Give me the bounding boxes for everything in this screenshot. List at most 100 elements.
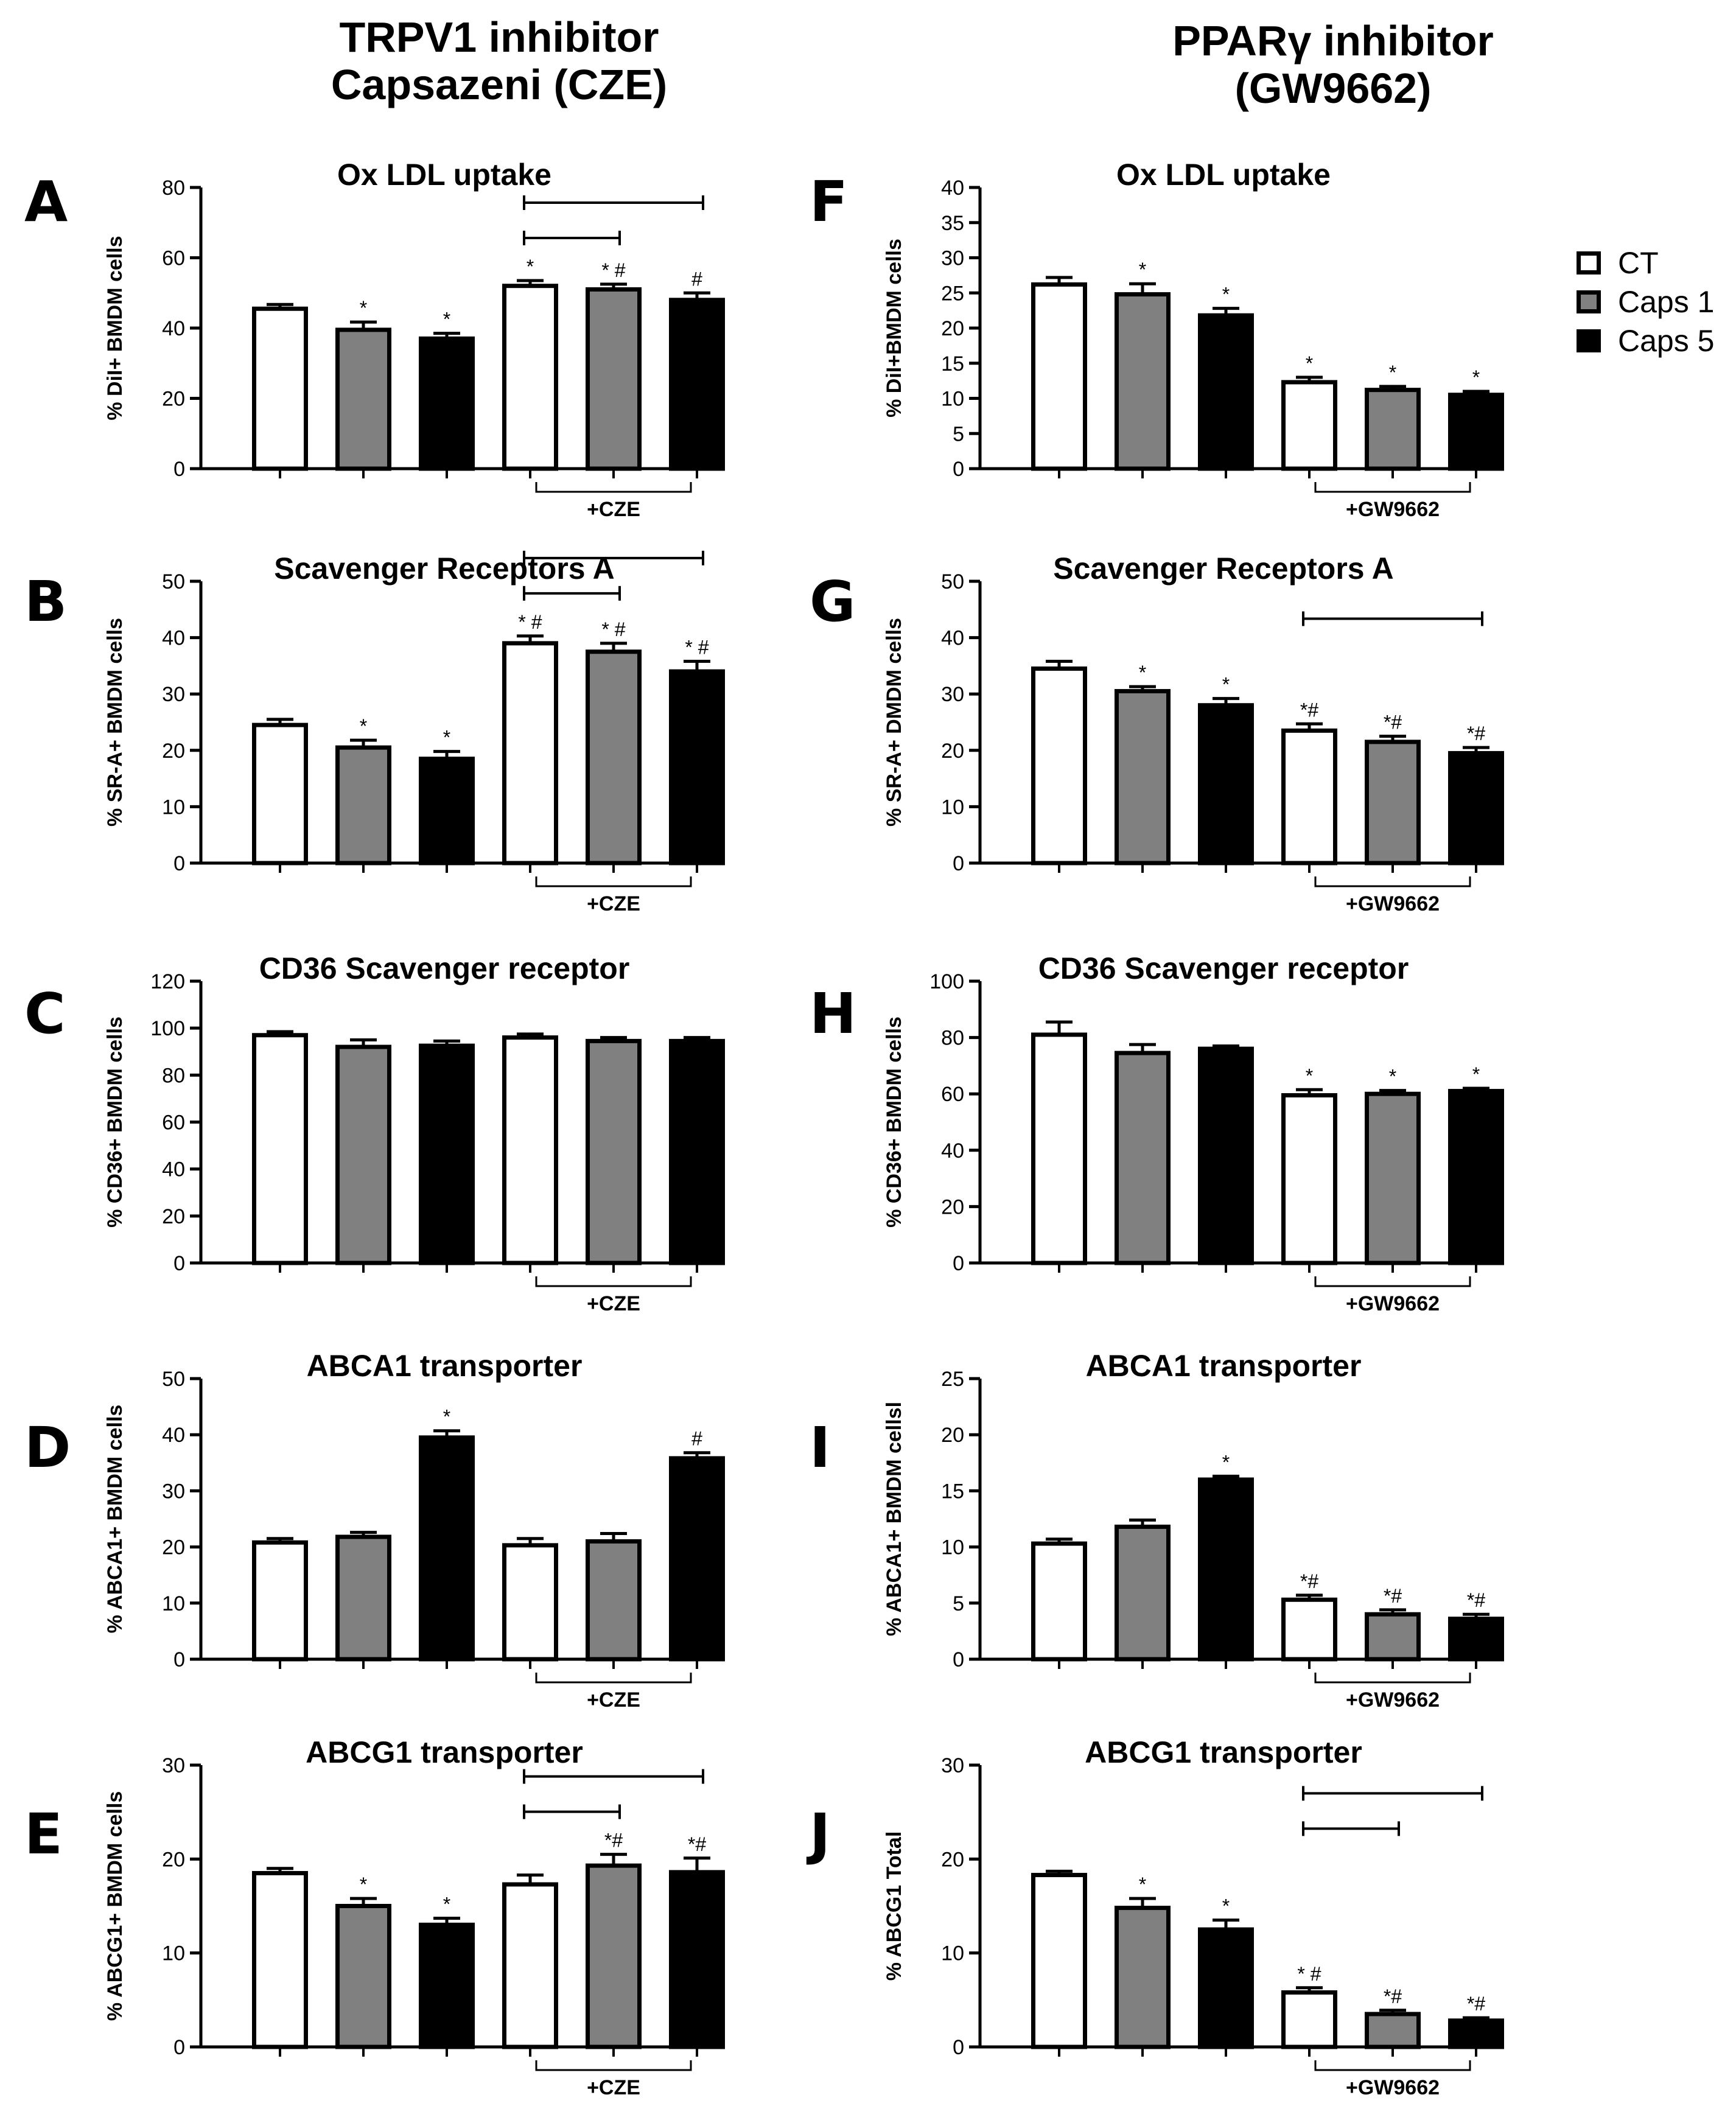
panel-i-treatment-bracket <box>1314 1673 1471 1684</box>
panel-e-y-tick-label: 20 <box>162 1848 185 1871</box>
panel-e-bar-6 <box>669 1870 725 2049</box>
panel-b-y-tick-label: 20 <box>162 740 185 763</box>
panel-d-y-tick-label: 0 <box>173 1648 185 1671</box>
panel-g-significance-2: * <box>1139 662 1146 684</box>
panel-h-significance-5: * <box>1389 1066 1396 1088</box>
panel-i-bar-5 <box>1365 1612 1421 1662</box>
panel-b-bar-2 <box>335 745 391 866</box>
panel-j-y-tick-label: 10 <box>941 1942 964 1965</box>
panel-b-y-tick-label: 10 <box>162 796 185 819</box>
panel-j-significance-6: *# <box>1467 1993 1485 2015</box>
panel-f-letter: F <box>810 169 848 234</box>
panel-a-significance-2: * <box>360 297 367 319</box>
panel-i-y-tick-label: 20 <box>941 1424 964 1447</box>
panel-a-significance-5: * # <box>601 259 625 281</box>
panel-h-bar-2 <box>1115 1051 1171 1265</box>
panel-d-title: ABCA1 transporter <box>307 1349 583 1383</box>
panel-f-bar-4 <box>1281 380 1337 471</box>
panel-h-treatment-bracket <box>1314 1276 1471 1287</box>
panel-g-y-tick-label: 30 <box>941 683 964 706</box>
panel-e-treatment-bracket <box>535 2060 692 2071</box>
panel-i-bar-6 <box>1448 1617 1504 1662</box>
panel-g-significance-3: * <box>1222 674 1230 696</box>
panel-h-bar-4 <box>1281 1093 1337 1265</box>
panel-a-significance-3: * <box>443 309 450 331</box>
panel-e-title: ABCG1 transporter <box>306 1735 583 1769</box>
panel-a-y-tick-label: 80 <box>162 177 185 200</box>
legend-swatch-caps1 <box>1577 290 1601 313</box>
panel-d-treatment-bracket <box>535 1673 692 1684</box>
panel-g-y-axis-label: % SR-A+ DMDM cells <box>883 618 906 827</box>
panel-h-letter: H <box>810 981 856 1046</box>
panel-d-y-tick-label: 20 <box>162 1536 185 1559</box>
panel-a-bar-6 <box>669 298 725 471</box>
panel-h-y-tick-label: 0 <box>953 1252 964 1275</box>
panel-f-title: Ox LDL uptake <box>1116 158 1331 192</box>
panel-h-y-tick-label: 100 <box>929 970 964 993</box>
panel-a-bar-3 <box>419 336 475 471</box>
panel-f-bar-5 <box>1365 388 1421 471</box>
legend-item-caps5: Caps 5 <box>1577 321 1714 360</box>
panel-d-bar-5 <box>586 1539 642 1662</box>
panel-e-bar-5 <box>586 1863 642 2049</box>
panel-e-y-axis-label: % ABCG1+ BMDM cells <box>103 1791 127 2021</box>
panel-d-y-tick-label: 40 <box>162 1424 185 1447</box>
panel-i-title: ABCA1 transporter <box>1086 1349 1362 1383</box>
panel-b-bar-5 <box>586 649 642 866</box>
panel-a-y-tick-label: 60 <box>162 247 185 270</box>
panel-d-y-tick-label: 10 <box>162 1592 185 1615</box>
panel-f-y-tick-label: 35 <box>941 212 964 235</box>
panel-f-y-tick-label: 10 <box>941 388 964 411</box>
panel-i-bar-1 <box>1031 1541 1087 1662</box>
panel-h-title: CD36 Scavenger receptor <box>1038 951 1409 985</box>
panel-f-y-axis-label: % DiI+BMDM cells <box>883 239 906 418</box>
panel-a-y-tick-label: 40 <box>162 317 185 340</box>
panel-c-y-tick-label: 80 <box>162 1064 185 1087</box>
panel-h-bar-3 <box>1198 1046 1254 1265</box>
panel-d-bar-1 <box>252 1540 308 1662</box>
panel-g-treatment-label: +GW9662 <box>1346 892 1440 915</box>
panel-c-y-tick-label: 20 <box>162 1205 185 1228</box>
panel-g-significance-4: *# <box>1300 699 1318 721</box>
panel-g-y-tick-label: 50 <box>941 570 964 593</box>
panel-i-bar-3 <box>1198 1477 1254 1662</box>
panel-c-bar-3 <box>419 1043 475 1265</box>
panel-f-bar-6 <box>1448 393 1504 471</box>
panel-b-bar-4 <box>502 641 558 866</box>
panel-i-significance-4: *# <box>1300 1570 1318 1592</box>
left-column-title: TRPV1 inhibitor Capsazeni (CZE) <box>331 13 668 109</box>
panel-j-y-tick-label: 0 <box>953 2036 964 2059</box>
panel-a-y-tick-label: 20 <box>162 388 185 411</box>
panel-b-treatment-bracket <box>535 876 692 887</box>
panel-i-y-tick-label: 0 <box>953 1648 964 1671</box>
panel-a-treatment-bracket <box>535 482 692 493</box>
panel-f-y-tick-label: 25 <box>941 282 964 305</box>
legend-label-ct: CT <box>1618 246 1659 280</box>
panel-i-bar-2 <box>1115 1524 1171 1662</box>
panel-e-y-tick-label: 10 <box>162 1942 185 1965</box>
panel-g-y-tick-label: 0 <box>953 852 964 875</box>
legend: CT Caps 1 Caps 5 <box>1577 243 1714 360</box>
panel-f-treatment-label: +GW9662 <box>1346 498 1440 521</box>
panel-g-treatment-bracket <box>1314 876 1471 887</box>
panel-d-treatment-label: +CZE <box>587 1688 640 1712</box>
panel-j-significance-4: * # <box>1297 1963 1321 1985</box>
panel-f-y-tick-label: 0 <box>953 458 964 481</box>
panel-c-y-tick-label: 60 <box>162 1111 185 1135</box>
panel-a-title: Ox LDL uptake <box>337 158 551 192</box>
panel-b-y-tick-label: 40 <box>162 627 185 650</box>
panel-f-significance-2: * <box>1139 259 1146 281</box>
panel-c-title: CD36 Scavenger receptor <box>259 951 630 985</box>
panel-h-treatment-label: +GW9662 <box>1346 1292 1440 1315</box>
panel-h-y-tick-label: 80 <box>941 1027 964 1050</box>
panel-i-letter: I <box>810 1415 831 1480</box>
panel-a-bar-2 <box>335 327 391 471</box>
panel-j-bar-5 <box>1365 2012 1421 2049</box>
panel-f-bar-2 <box>1115 292 1171 471</box>
panel-g-bar-4 <box>1281 728 1337 866</box>
panel-c-bar-5 <box>586 1038 642 1265</box>
panel-g-bar-6 <box>1448 750 1504 866</box>
legend-label-caps1: Caps 1 <box>1618 285 1715 319</box>
panel-e-significance-6: *# <box>688 1833 706 1855</box>
